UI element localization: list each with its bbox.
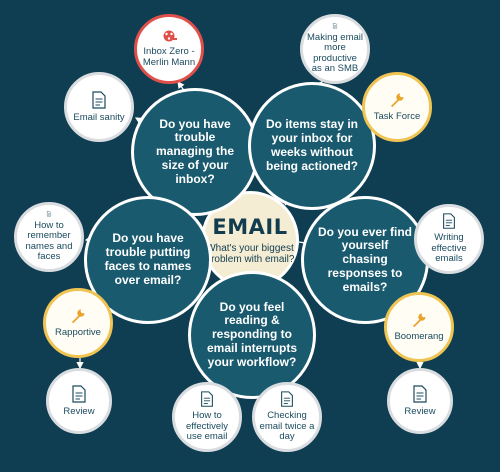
document-icon (281, 391, 293, 407)
resource-writing-effective[interactable]: Writing effective emails (414, 204, 484, 274)
resource-review-left-label: Review (63, 405, 95, 417)
document-icon (72, 385, 86, 403)
resource-review-right-label: Review (404, 405, 436, 417)
resource-rapportive[interactable]: Rapportive (43, 288, 113, 358)
resource-effectively-use-label: How to effectively use email (185, 410, 229, 443)
question-inbox-size-text: Do you have trouble managing the size of… (155, 116, 234, 186)
film-reel-icon (163, 30, 177, 42)
wrench-icon (72, 309, 85, 323)
resource-rapportive-label: Rapportive (55, 326, 101, 338)
document-icon (443, 213, 455, 229)
resource-review-right[interactable]: Review (387, 368, 453, 434)
document-icon (201, 391, 213, 407)
question-items-stay: Do items stay in your inbox for weeks wi… (248, 82, 376, 210)
wrench-icon (413, 313, 426, 327)
document-icon (92, 91, 106, 109)
question-workflow: Do you feel reading & responding to emai… (188, 271, 316, 399)
question-chasing-text: Do you ever find yourself chasing respon… (318, 224, 413, 294)
question-inbox-size: Do you have trouble managing the size of… (131, 88, 259, 216)
resource-checking-twice[interactable]: Checking email twice a day (252, 382, 322, 452)
resource-productive-smb[interactable]: Making email more productive as an SMB (300, 14, 370, 84)
resource-productive-smb-label: Making email more productive as an SMB (307, 31, 363, 75)
wrench-icon (391, 93, 404, 107)
resource-checking-twice-label: Checking email twice a day (259, 410, 315, 443)
resource-boomerang-label: Boomerang (394, 330, 444, 342)
center-title: EMAIL (212, 214, 288, 239)
resource-writing-effective-label: Writing effective emails (431, 232, 467, 265)
resource-task-force-label: Task Force (373, 110, 421, 122)
question-items-stay-text: Do items stay in your inbox for weeks wi… (265, 117, 359, 173)
document-icon (332, 23, 338, 29)
resource-task-force[interactable]: Task Force (362, 72, 432, 142)
resource-inbox-zero-label: Inbox Zero - Merlin Mann (142, 46, 196, 68)
center-subtitle: What's your biggest problem with email? (205, 242, 295, 266)
resource-remember-names-label: How to remember names and faces (25, 219, 73, 263)
resource-remember-names[interactable]: How to remember names and faces (14, 202, 84, 272)
resource-review-left[interactable]: Review (46, 368, 112, 434)
question-faces-names: Do you have trouble putting faces to nam… (84, 196, 212, 324)
document-icon (46, 211, 52, 217)
question-faces-names-text: Do you have trouble putting faces to nam… (104, 231, 192, 287)
resource-email-sanity[interactable]: Email sanity (64, 72, 134, 142)
resource-email-sanity-label: Email sanity (73, 111, 125, 123)
document-icon (413, 385, 427, 403)
question-workflow-text: Do you feel reading & responding to emai… (206, 299, 298, 369)
resource-inbox-zero[interactable]: Inbox Zero - Merlin Mann (134, 14, 204, 84)
resource-boomerang[interactable]: Boomerang (384, 292, 454, 362)
resource-effectively-use[interactable]: How to effectively use email (172, 382, 242, 452)
